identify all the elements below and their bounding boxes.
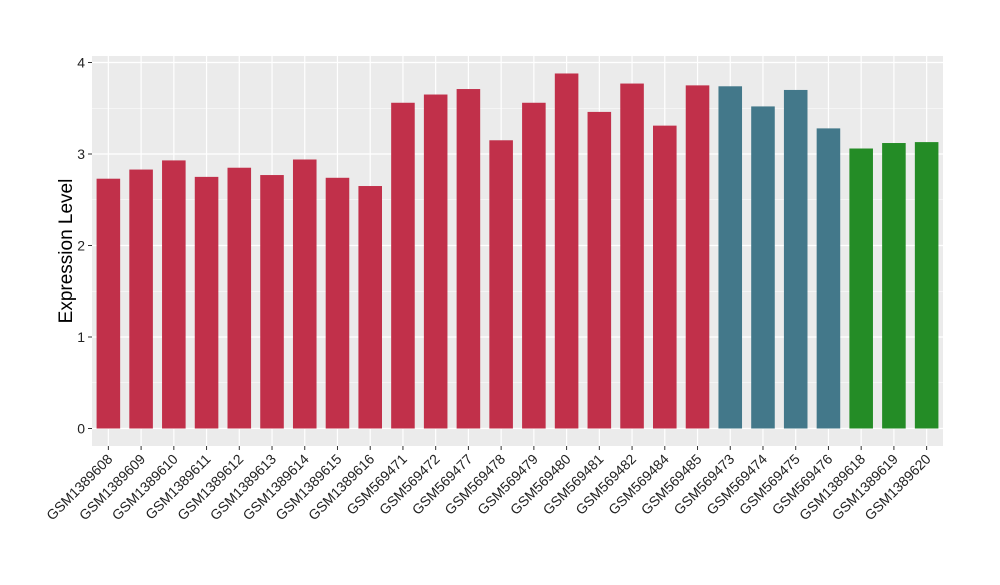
bar-gsm1389613 (260, 175, 284, 429)
bar-gsm569482 (620, 83, 644, 429)
bar-gsm569481 (587, 111, 612, 429)
bar-gsm569477 (456, 89, 481, 429)
bar-gsm569473 (718, 86, 743, 429)
bar-gsm569479 (522, 102, 546, 429)
bar-gsm1389614 (292, 159, 317, 429)
bar-gsm1389609 (129, 169, 153, 429)
bar-gsm1389620 (914, 142, 939, 429)
y-axis: 0 1 2 3 4 (77, 55, 92, 437)
bar-gsm569485 (685, 85, 710, 429)
bar-gsm569476 (816, 128, 841, 429)
bar-gsm569484 (653, 125, 677, 429)
bar-gsm569475 (783, 89, 808, 429)
bar-gsm569478 (489, 140, 513, 429)
y-tick-label: 1 (77, 329, 85, 345)
bar-gsm1389615 (325, 177, 350, 429)
y-tick-label: 0 (77, 421, 85, 437)
bar-gsm1389610 (162, 160, 186, 429)
y-tick-label: 2 (77, 238, 85, 254)
bar-gsm1389612 (227, 167, 252, 429)
y-axis-title: Expression Level (56, 179, 77, 324)
bar-gsm1389608 (96, 178, 121, 429)
bars (96, 73, 939, 429)
bar-gsm1389616 (358, 186, 382, 429)
bar-gsm1389618 (849, 148, 873, 429)
x-axis: GSM1389608GSM1389609GSM1389610GSM1389611… (43, 446, 934, 523)
bar-gsm1389619 (882, 143, 906, 429)
y-tick-label: 4 (77, 55, 85, 71)
bar-gsm569474 (751, 106, 775, 429)
bar-gsm569471 (391, 102, 415, 429)
bar-gsm569472 (423, 94, 448, 429)
plot-panel (92, 56, 943, 446)
bar-gsm1389611 (194, 176, 219, 429)
y-tick-label: 3 (77, 146, 85, 162)
bar-gsm569480 (554, 73, 579, 429)
